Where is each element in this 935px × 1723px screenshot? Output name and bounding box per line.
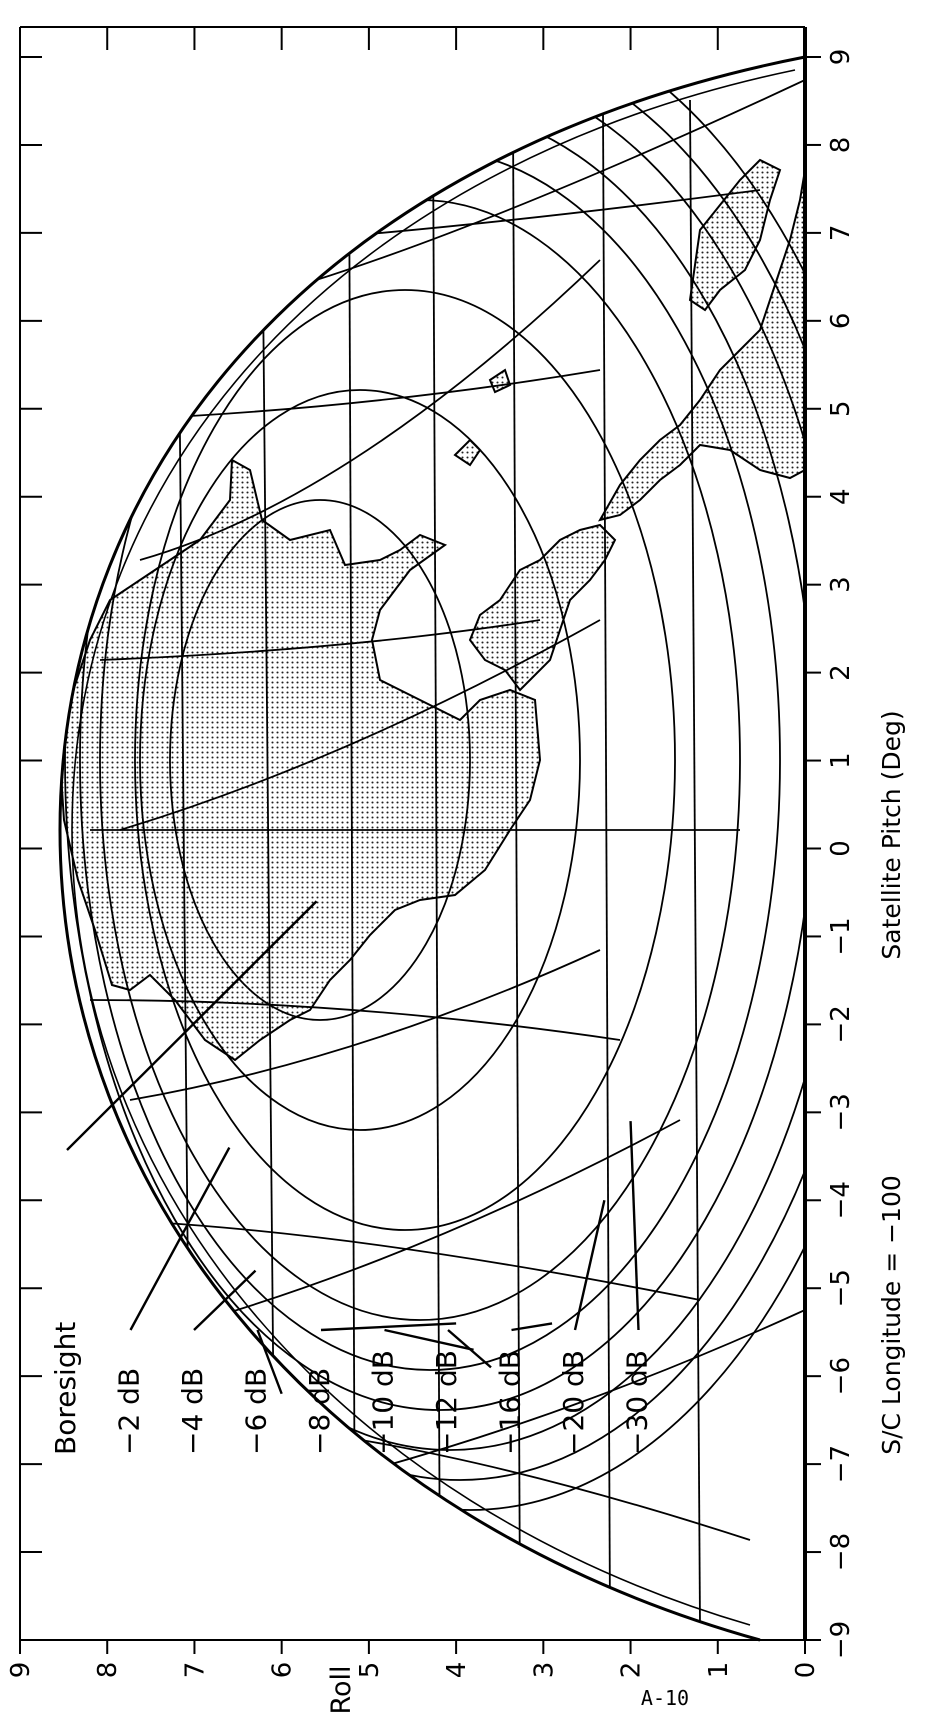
label-contour--8: −8 dB — [303, 1368, 336, 1455]
y-tick-label: 2 — [617, 1662, 647, 1679]
label-contour--4: −4 dB — [176, 1368, 209, 1455]
leader-boresight — [66, 900, 318, 1151]
label-contour--30: −30 dB — [621, 1350, 654, 1455]
leader-contour--8 — [320, 1322, 457, 1332]
leader-contour--20 — [573, 1200, 606, 1331]
y-tick-label: 3 — [529, 1662, 559, 1679]
x-tick-label: −5 — [826, 1269, 856, 1307]
x-tick-label: −2 — [826, 1005, 856, 1043]
x-tick-label: −8 — [826, 1533, 856, 1571]
x-axis-ticks: −9 −8 −7 −6 −5 −4 −3 −2 −1 0 1 2 3 4 5 6 7 8 9 — [20, 49, 856, 1659]
leader-contour--2 — [129, 1146, 231, 1331]
contour-minus-6-db — [134, 289, 676, 1231]
plot-frame — [19, 26, 807, 1641]
island-2 — [488, 368, 512, 394]
y-tick-label: 5 — [355, 1662, 385, 1679]
y-tick-label: 6 — [268, 1662, 298, 1679]
contour-minus-2-db — [169, 499, 471, 1021]
y-tick-label: 8 — [93, 1662, 123, 1679]
contour-leader-lines — [66, 900, 640, 1395]
label-contour--12: −12 dB — [430, 1350, 463, 1455]
leader-contour--6 — [256, 1329, 283, 1395]
x-tick-label: 8 — [826, 137, 856, 154]
x-tick-label: −3 — [826, 1093, 856, 1131]
contour-minus-30-db — [60, 57, 805, 1511]
y-axis-ticks: 0 1 2 3 4 5 6 7 8 9 — [6, 27, 821, 1678]
x-tick-label: 0 — [826, 840, 856, 857]
x-tick-label: −1 — [826, 917, 856, 955]
label-contour--2: −2 dB — [113, 1368, 146, 1455]
x-tick-label: −6 — [826, 1357, 856, 1395]
y-tick-label: 7 — [180, 1662, 210, 1679]
label-contour--10: −10 dB — [367, 1350, 400, 1455]
label-contour--20: −20 dB — [557, 1350, 590, 1455]
x-tick-label: −4 — [826, 1181, 856, 1219]
landmass-shading — [60, 158, 805, 1062]
earth-limb-inner — [71, 69, 796, 1626]
south-america-landmass — [60, 458, 542, 1062]
y-tick-label: 9 — [6, 1662, 36, 1679]
x-tick-label: 9 — [826, 49, 856, 66]
x-tick-label: −7 — [826, 1445, 856, 1483]
x-axis-title: Satellite Pitch (Deg) — [877, 710, 906, 959]
y-tick-label: 1 — [704, 1662, 734, 1679]
leader-contour--12 — [447, 1329, 492, 1369]
central-america-landmass — [468, 523, 617, 692]
leader-contour--30 — [629, 1121, 640, 1331]
x-tick-label: 2 — [826, 664, 856, 681]
leader-contour--4 — [193, 1269, 257, 1331]
x-tick-label: 1 — [826, 752, 856, 769]
x-tick-label: 6 — [826, 313, 856, 330]
contour-minus-20-db — [60, 57, 805, 1481]
graticule — [89, 79, 805, 1626]
y-tick-label: 0 — [791, 1662, 821, 1679]
x-tick-label: 3 — [826, 576, 856, 593]
contour-minus-4-db — [139, 389, 581, 1131]
earth-limb — [58, 55, 806, 1642]
x-tick-label: −9 — [826, 1621, 856, 1659]
x-tick-label: 5 — [826, 401, 856, 418]
contour-labels: Boresight −2 dB −4 dB −6 dB −8 dB −10 dB −12 d… — [49, 1322, 654, 1455]
label-contour--16: −16 dB — [494, 1350, 527, 1455]
earth-map — [60, 57, 805, 1626]
y-axis-title: Roll — [326, 1665, 357, 1714]
label-boresight: Boresight — [49, 1322, 82, 1455]
label-contour--6: −6 dB — [240, 1368, 273, 1455]
y-tick-label: 4 — [442, 1662, 472, 1679]
x-tick-label: 4 — [826, 488, 856, 505]
north-america-north-landmass — [688, 158, 782, 312]
leader-contour--16 — [511, 1322, 553, 1332]
chart-subtitle: S/C Longitude = −100 — [877, 1175, 906, 1455]
island-1 — [453, 438, 482, 467]
leader-contour--10 — [384, 1328, 474, 1351]
x-tick-label: 7 — [826, 225, 856, 242]
page-number: A-10 — [640, 1686, 690, 1710]
